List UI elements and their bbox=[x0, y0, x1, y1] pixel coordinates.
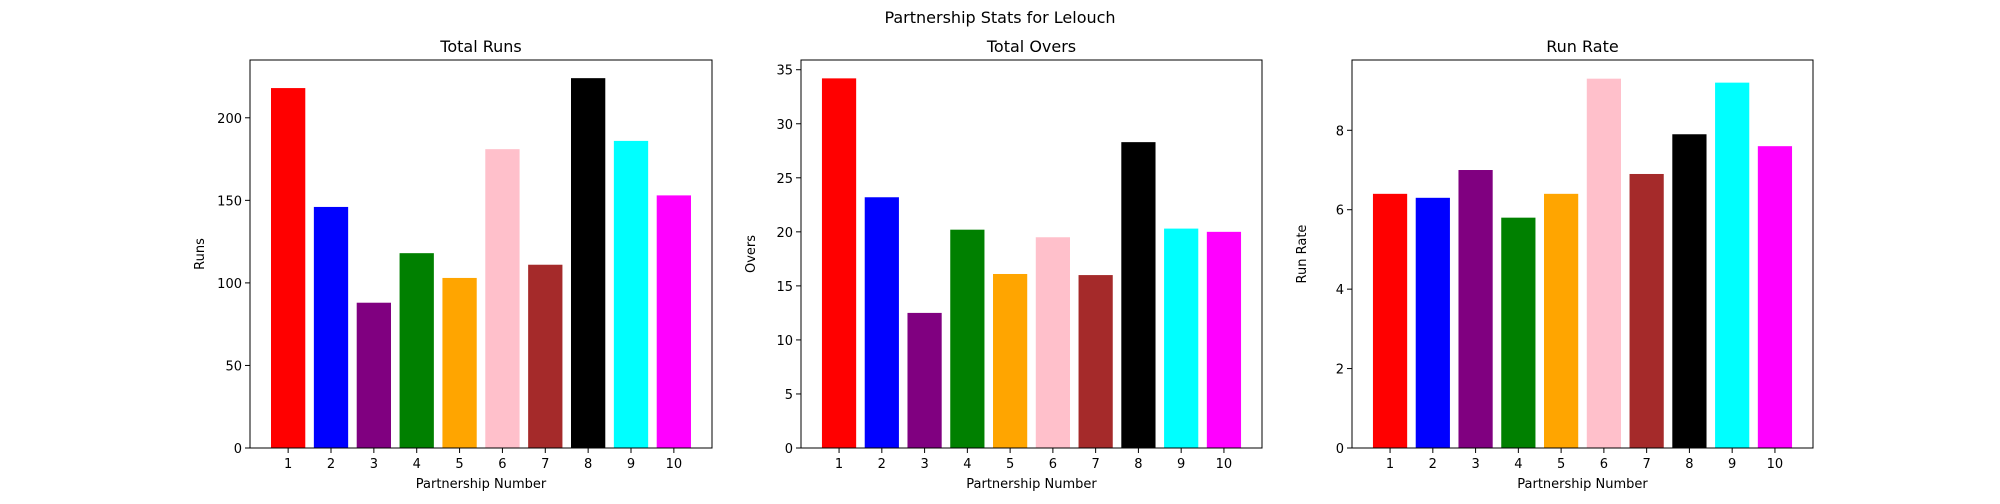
x-axis-label: Partnership Number bbox=[966, 477, 1097, 492]
bar-9 bbox=[1164, 228, 1199, 448]
chart-title: Run Rate bbox=[1546, 37, 1618, 56]
x-tick-label: 6 bbox=[1600, 457, 1608, 472]
x-tick-label: 5 bbox=[455, 457, 463, 472]
bar-2 bbox=[1415, 197, 1450, 448]
x-tick-label: 9 bbox=[1177, 457, 1185, 472]
y-tick-label: 100 bbox=[217, 277, 242, 292]
bar-8 bbox=[1672, 134, 1707, 448]
figure-title: Partnership Stats for Lelouch bbox=[884, 8, 1116, 27]
bar-4 bbox=[399, 253, 434, 448]
x-tick-label: 9 bbox=[627, 457, 635, 472]
bar-9 bbox=[1715, 82, 1750, 448]
y-tick-label: 0 bbox=[785, 442, 793, 457]
y-tick-label: 0 bbox=[1336, 442, 1344, 457]
plot-frame bbox=[249, 59, 713, 449]
plot-frame bbox=[800, 59, 1263, 449]
plot-frame bbox=[1351, 59, 1814, 449]
y-tick-label: 30 bbox=[776, 118, 793, 133]
y-tick-label: 150 bbox=[217, 194, 242, 209]
y-axis-label: Overs bbox=[744, 235, 759, 273]
y-tick-label: 8 bbox=[1336, 124, 1344, 139]
x-tick-label: 2 bbox=[327, 457, 335, 472]
y-tick-label: 15 bbox=[776, 280, 793, 295]
y-tick-label: 35 bbox=[776, 64, 793, 79]
y-tick-label: 20 bbox=[776, 226, 793, 241]
y-tick-label: 0 bbox=[234, 442, 242, 457]
bar-10 bbox=[1757, 146, 1793, 448]
x-tick-label: 7 bbox=[1643, 457, 1651, 472]
x-tick-label: 8 bbox=[1685, 457, 1693, 472]
x-tick-label: 1 bbox=[284, 457, 292, 472]
x-tick-label: 5 bbox=[1557, 457, 1565, 472]
x-tick-label: 4 bbox=[413, 457, 421, 472]
y-tick-label: 200 bbox=[217, 112, 242, 127]
bar-2 bbox=[864, 197, 899, 448]
chart-2: 1 2 3 4 5 6 7 8 9 10 0 5 10 15 20 25 30 35 Total Overs Part… bbox=[744, 37, 1263, 492]
y-tick-label: 50 bbox=[225, 359, 242, 374]
x-tick-label: 10 bbox=[1216, 457, 1233, 472]
x-tick-label: 2 bbox=[878, 457, 886, 472]
x-tick-label: 6 bbox=[498, 457, 506, 472]
x-tick-label: 4 bbox=[1514, 457, 1522, 472]
x-axis-label: Partnership Number bbox=[1517, 477, 1648, 492]
chart-3: 1 2 3 4 5 6 7 8 9 10 0 2 4 6 8 Run Rate Partnership Numb… bbox=[1295, 37, 1814, 492]
bar-4 bbox=[950, 229, 985, 448]
bar-9 bbox=[613, 140, 649, 448]
bar-1 bbox=[821, 78, 857, 449]
y-tick-label: 2 bbox=[1336, 363, 1344, 378]
x-tick-label: 5 bbox=[1006, 457, 1014, 472]
x-tick-label: 2 bbox=[1429, 457, 1437, 472]
x-tick-label: 7 bbox=[541, 457, 549, 472]
y-tick-label: 25 bbox=[776, 172, 793, 187]
chart-title: Total Overs bbox=[986, 37, 1076, 56]
bar-7 bbox=[1629, 173, 1664, 449]
bar-6 bbox=[1035, 237, 1070, 448]
bar-1 bbox=[1372, 193, 1408, 448]
bar-2 bbox=[313, 206, 349, 448]
chart-title: Total Runs bbox=[439, 37, 521, 56]
y-axis-label: Run Rate bbox=[1295, 225, 1310, 284]
x-tick-label: 3 bbox=[1471, 457, 1479, 472]
bar-10 bbox=[1206, 231, 1242, 448]
y-tick-label: 10 bbox=[776, 334, 793, 349]
bar-6 bbox=[1586, 78, 1621, 449]
y-tick-label: 5 bbox=[785, 388, 793, 403]
bar-5 bbox=[1544, 193, 1579, 448]
bar-3 bbox=[356, 302, 391, 448]
bar-10 bbox=[656, 195, 691, 448]
x-tick-label: 8 bbox=[584, 457, 592, 472]
bar-5 bbox=[442, 277, 477, 448]
x-tick-label: 1 bbox=[1386, 457, 1394, 472]
x-tick-label: 3 bbox=[370, 457, 378, 472]
x-tick-label: 8 bbox=[1134, 457, 1142, 472]
x-axis-label: Partnership Number bbox=[416, 477, 547, 492]
bar-5 bbox=[993, 273, 1028, 448]
bar-3 bbox=[1458, 170, 1493, 448]
bar-1 bbox=[271, 88, 306, 448]
x-tick-label: 3 bbox=[920, 457, 928, 472]
x-tick-label: 1 bbox=[835, 457, 843, 472]
x-tick-label: 7 bbox=[1092, 457, 1100, 472]
bar-7 bbox=[528, 264, 563, 448]
bar-3 bbox=[907, 312, 942, 448]
x-tick-label: 4 bbox=[963, 457, 971, 472]
y-tick-label: 4 bbox=[1336, 283, 1344, 298]
y-tick-label: 6 bbox=[1336, 204, 1344, 219]
bar-6 bbox=[485, 149, 520, 448]
bar-8 bbox=[1121, 142, 1156, 448]
x-tick-label: 10 bbox=[1767, 457, 1784, 472]
bar-7 bbox=[1078, 275, 1113, 448]
x-tick-label: 10 bbox=[666, 457, 683, 472]
x-tick-label: 9 bbox=[1728, 457, 1736, 472]
y-axis-label: Runs bbox=[193, 238, 208, 270]
bar-4 bbox=[1501, 217, 1536, 448]
x-tick-label: 6 bbox=[1049, 457, 1057, 472]
bar-8 bbox=[571, 78, 606, 448]
